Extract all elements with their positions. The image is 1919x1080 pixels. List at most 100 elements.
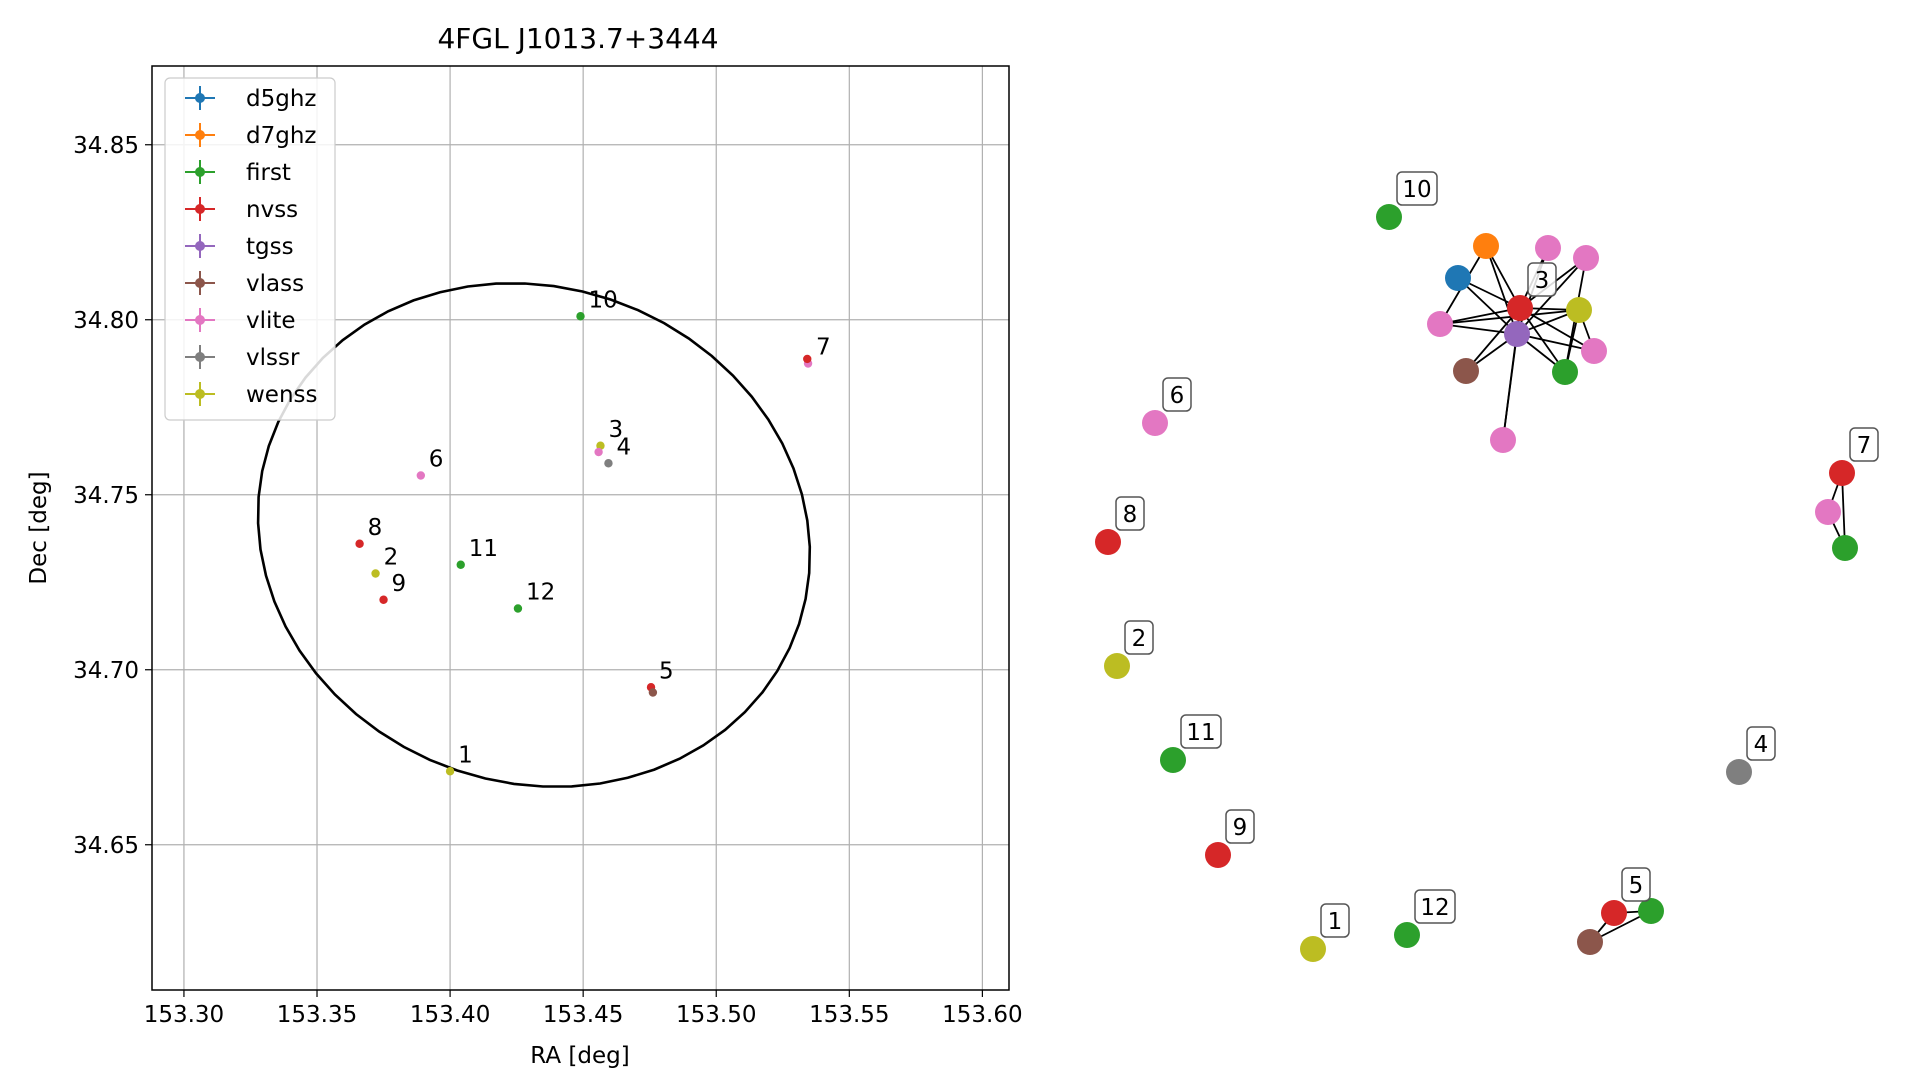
node-label-box (1180, 714, 1222, 749)
source-point-first (513, 604, 523, 613)
node-label-box (1621, 867, 1651, 902)
legend-entry-vlssr: vlssr (185, 345, 300, 371)
network-node-vlite (1815, 499, 1841, 525)
x-tick-label: 153.45 (543, 1002, 623, 1028)
network-node-first (1638, 898, 1664, 924)
node-label-box (1225, 809, 1255, 844)
network-node-vlite (1535, 235, 1561, 261)
legend-label: vlssr (246, 345, 300, 371)
point-label: 1 (458, 742, 473, 768)
node-label-text: 5 (1629, 873, 1644, 899)
y-tick-label: 34.75 (73, 483, 139, 509)
point-label: 9 (392, 571, 407, 597)
legend-box (164, 77, 336, 421)
legend-entry-d5ghz: d5ghz (185, 86, 316, 112)
plot-area-frame (151, 65, 1010, 991)
network-node-vlite (1573, 245, 1599, 271)
y-axis-title: Dec [deg] (26, 471, 52, 584)
localization-ellipse (256, 282, 812, 788)
x-tick-label: 153.60 (942, 1002, 1022, 1028)
legend-marker-dot (195, 241, 205, 251)
node-label-box (1849, 427, 1879, 462)
network-node-nvss (1507, 295, 1533, 321)
network-nodes (1095, 204, 1858, 962)
network-node-nvss (1205, 842, 1231, 868)
node-label-box (1124, 620, 1154, 655)
network-node-vlssr (1726, 759, 1752, 785)
network-edge (1485, 245, 1518, 335)
y-tick-label: 34.65 (73, 833, 139, 859)
network-node-nvss (1601, 900, 1627, 926)
network-node-first (1552, 359, 1578, 385)
network-node-label: 7 (1849, 427, 1879, 462)
network-node-wenss (1300, 936, 1326, 962)
legend-label: d7ghz (246, 123, 316, 149)
network-node-nvss (1095, 529, 1121, 555)
network-edge (1516, 333, 1595, 352)
node-label-text: 9 (1233, 815, 1248, 841)
network-edge (1439, 309, 1580, 325)
legend-label: tgss (246, 234, 294, 260)
network-node-first (1160, 747, 1186, 773)
legend-label: vlite (246, 308, 296, 334)
network-node-label: 1 (1320, 903, 1350, 938)
node-label-box (1320, 903, 1350, 938)
legend-marker-dot (195, 315, 205, 325)
network-node-d7ghz (1473, 233, 1499, 259)
network-node-label: 8 (1115, 496, 1145, 531)
point-label: 11 (469, 536, 498, 562)
node-label-text: 2 (1132, 626, 1147, 652)
network-node-label: 3 (1527, 262, 1557, 297)
node-label-box (1527, 262, 1557, 297)
legend-marker-dot (195, 130, 205, 140)
source-points (355, 312, 813, 776)
point-label: 6 (429, 447, 444, 473)
source-point-nvss (803, 354, 812, 364)
x-axis-title: RA [deg] (530, 1043, 629, 1069)
node-label-text: 7 (1857, 433, 1872, 459)
network-node-wenss (1104, 653, 1130, 679)
source-point-first (456, 560, 465, 569)
network-node-d5ghz (1445, 265, 1471, 291)
node-label-text: 3 (1535, 268, 1550, 294)
network-node-label: 12 (1414, 889, 1456, 924)
network-node-label: 10 (1396, 171, 1438, 206)
node-label-box (1414, 889, 1456, 924)
network-node-label: 4 (1746, 726, 1776, 761)
source-point-vlssr (604, 459, 613, 468)
network-node-vlass (1453, 358, 1479, 384)
legend-marker-dot (195, 93, 205, 103)
node-label-text: 12 (1420, 895, 1449, 921)
legend-label: wenss (246, 382, 318, 408)
y-tick-label: 34.85 (73, 133, 139, 159)
legend-entry-nvss: nvss (185, 197, 298, 223)
network-edge (1457, 277, 1518, 335)
node-label-text: 10 (1402, 177, 1431, 203)
network-edges (1439, 245, 1846, 943)
source-point-wenss (445, 767, 455, 776)
legend-marker-dot (195, 278, 205, 288)
network-edge (1439, 307, 1521, 325)
network-node-nvss (1829, 460, 1855, 486)
x-tick-label: 153.30 (144, 1002, 224, 1028)
legend-entry-first: first (185, 160, 291, 186)
point-label: 5 (659, 658, 674, 684)
chart-title: 4FGL J1013.7+3444 (437, 22, 718, 55)
network-node-vlite (1490, 427, 1516, 453)
x-tick-label: 153.50 (676, 1002, 756, 1028)
source-point-nvss (379, 595, 388, 604)
point-label: 4 (616, 434, 631, 460)
legend: d5ghz d7ghz first nvss tgss vlass vlite vlssr we… (164, 77, 336, 421)
network-edge (1502, 333, 1518, 441)
source-point-wenss (596, 441, 605, 450)
localization-ellipse-layer (256, 282, 812, 788)
node-label-box (1162, 377, 1192, 412)
network-node-label: 2 (1124, 620, 1154, 655)
network-node-label: 6 (1162, 377, 1192, 412)
source-point-first (576, 312, 585, 321)
node-label-text: 11 (1186, 720, 1215, 746)
legend-entry-vlite: vlite (185, 308, 296, 334)
